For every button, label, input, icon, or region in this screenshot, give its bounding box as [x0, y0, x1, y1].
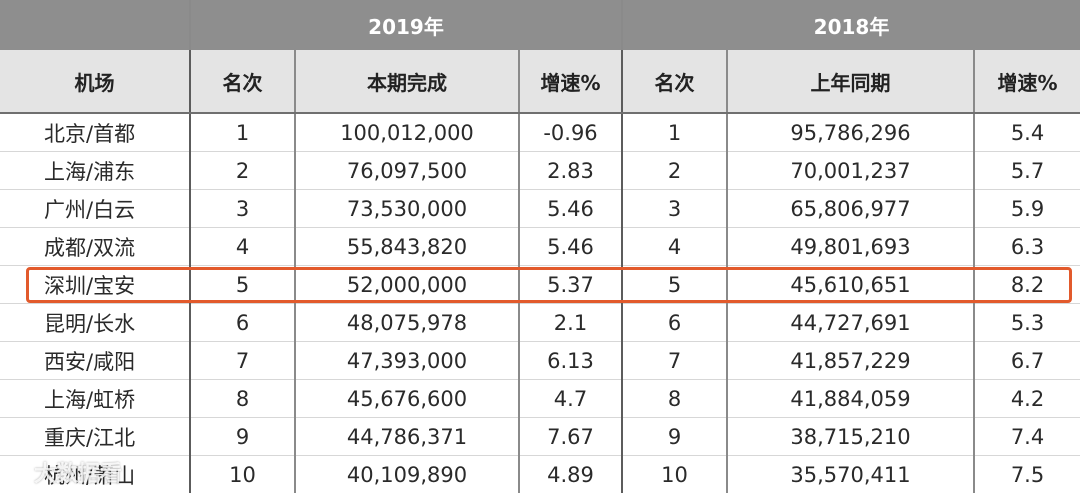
cell-completed: 100,012,000 [295, 113, 519, 152]
cell-completed: 45,676,600 [295, 380, 519, 418]
highlight-box-shenzhen [26, 267, 1072, 303]
cell-rank-2019: 1 [190, 113, 295, 152]
year-header-blank [0, 0, 190, 50]
cell-rank-2019: 3 [190, 190, 295, 228]
cell-growth-2019: 2.1 [519, 304, 622, 342]
weibo-icon [6, 461, 30, 483]
cell-growth-2019: 4.89 [519, 456, 622, 493]
cell-same-period: 95,786,296 [727, 113, 974, 152]
cell-growth-2019: 7.67 [519, 418, 622, 456]
cell-airport: 成都/双流 [0, 228, 190, 266]
cell-airport: 北京/首都 [0, 113, 190, 152]
cell-rank-2019: 2 [190, 152, 295, 190]
cell-growth-2018: 7.5 [974, 456, 1080, 493]
cell-growth-2019: 5.46 [519, 190, 622, 228]
cell-same-period: 38,715,210 [727, 418, 974, 456]
cell-growth-2018: 6.3 [974, 228, 1080, 266]
col-header-rank-2019: 名次 [190, 50, 295, 113]
cell-growth-2019: 2.83 [519, 152, 622, 190]
cell-rank-2018: 10 [622, 456, 727, 493]
cell-completed: 40,109,890 [295, 456, 519, 493]
cell-rank-2018: 4 [622, 228, 727, 266]
cell-rank-2018: 3 [622, 190, 727, 228]
year-2019-header: 2019年 [190, 0, 622, 50]
cell-growth-2018: 5.3 [974, 304, 1080, 342]
cell-same-period: 44,727,691 [727, 304, 974, 342]
col-header-airport: 机场 [0, 50, 190, 113]
cell-airport: 上海/浦东 [0, 152, 190, 190]
cell-rank-2019: 10 [190, 456, 295, 493]
cell-rank-2019: 7 [190, 342, 295, 380]
cell-same-period: 49,801,693 [727, 228, 974, 266]
cell-airport: 昆明/长水 [0, 304, 190, 342]
cell-completed: 44,786,371 [295, 418, 519, 456]
watermark-text: 大数据看 [34, 456, 122, 488]
cell-completed: 55,843,820 [295, 228, 519, 266]
cell-airport: 西安/咸阳 [0, 342, 190, 380]
watermark: 大数据看 [6, 456, 122, 488]
cell-growth-2018: 5.9 [974, 190, 1080, 228]
cell-completed: 73,530,000 [295, 190, 519, 228]
cell-airport: 广州/白云 [0, 190, 190, 228]
cell-rank-2019: 6 [190, 304, 295, 342]
col-header-growth-2018: 增速% [974, 50, 1080, 113]
cell-growth-2018: 5.7 [974, 152, 1080, 190]
cell-rank-2019: 4 [190, 228, 295, 266]
cell-rank-2018: 1 [622, 113, 727, 152]
cell-rank-2018: 2 [622, 152, 727, 190]
column-header-row: 机场 名次 本期完成 增速% 名次 上年同期 增速% [0, 50, 1080, 113]
cell-growth-2019: 5.46 [519, 228, 622, 266]
cell-growth-2018: 5.4 [974, 113, 1080, 152]
year-2018-header: 2018年 [622, 0, 1080, 50]
cell-same-period: 70,001,237 [727, 152, 974, 190]
cell-rank-2018: 8 [622, 380, 727, 418]
cell-rank-2018: 6 [622, 304, 727, 342]
cell-same-period: 41,884,059 [727, 380, 974, 418]
cell-completed: 48,075,978 [295, 304, 519, 342]
cell-rank-2019: 8 [190, 380, 295, 418]
cell-rank-2018: 9 [622, 418, 727, 456]
cell-rank-2018: 7 [622, 342, 727, 380]
cell-growth-2019: -0.96 [519, 113, 622, 152]
cell-growth-2018: 7.4 [974, 418, 1080, 456]
cell-growth-2019: 6.13 [519, 342, 622, 380]
col-header-growth-2019: 增速% [519, 50, 622, 113]
cell-growth-2018: 4.2 [974, 380, 1080, 418]
col-header-rank-2018: 名次 [622, 50, 727, 113]
cell-completed: 76,097,500 [295, 152, 519, 190]
cell-rank-2019: 9 [190, 418, 295, 456]
cell-same-period: 41,857,229 [727, 342, 974, 380]
cell-airport: 上海/虹桥 [0, 380, 190, 418]
cell-completed: 47,393,000 [295, 342, 519, 380]
cell-growth-2019: 4.7 [519, 380, 622, 418]
cell-same-period: 65,806,977 [727, 190, 974, 228]
col-header-same-period: 上年同期 [727, 50, 974, 113]
cell-airport: 重庆/江北 [0, 418, 190, 456]
year-header-row: 2019年 2018年 [0, 0, 1080, 50]
cell-same-period: 35,570,411 [727, 456, 974, 493]
col-header-completed: 本期完成 [295, 50, 519, 113]
cell-growth-2018: 6.7 [974, 342, 1080, 380]
